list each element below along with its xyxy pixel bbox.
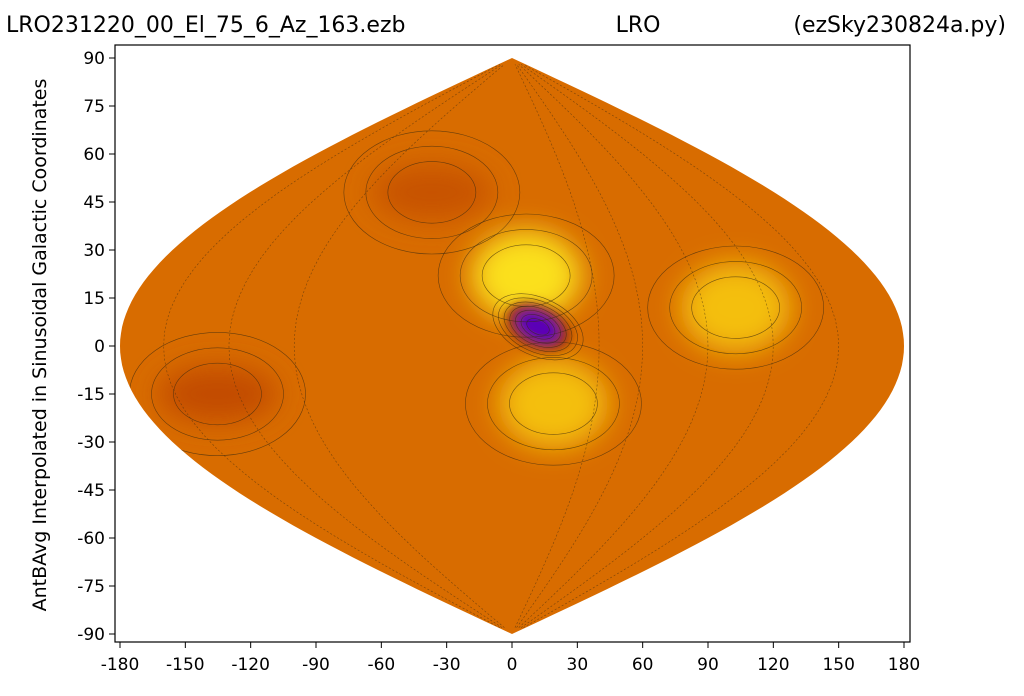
contour-meridian-2: [518, 64, 709, 628]
x-tick-label-3: 90: [697, 655, 719, 675]
contour-5-2: [151, 347, 284, 441]
contour-0-3: [515, 309, 561, 344]
y-tick-label-1: 75: [83, 97, 105, 117]
contour-meridian-6: [228, 64, 503, 628]
field-feature-5: [157, 366, 278, 422]
contour-meridian-4: [514, 64, 600, 628]
y-tick-label-8: -30: [77, 433, 105, 453]
y-tick-label-12: -90: [77, 625, 105, 645]
contour-0-7: [492, 293, 584, 361]
chart-title-center: LRO: [615, 13, 661, 38]
field-feature-2: [680, 262, 791, 353]
field-feature-1: [471, 230, 582, 321]
chart-title-left: LRO231220_00_El_75_6_Az_163.ezb: [6, 13, 406, 38]
contour-meridian-1: [520, 64, 774, 628]
contour-4-2: [365, 145, 499, 239]
y-tick-label-3: 45: [83, 193, 105, 213]
x-tick-label-6: 0: [507, 655, 518, 675]
x-tick-label-0: 180: [888, 655, 920, 675]
x-tick-label-9: -90: [302, 655, 330, 675]
contour-1-3: [437, 213, 615, 338]
x-tick-label-4: 60: [632, 655, 654, 675]
y-tick-label-0: 90: [83, 49, 105, 69]
contour-3-2: [487, 357, 620, 451]
field-feature-3: [498, 358, 609, 449]
contour-1-1: [481, 244, 571, 307]
y-tick-label-7: -15: [77, 385, 105, 405]
contour-0-6: [498, 297, 578, 357]
x-tick-label-5: 30: [567, 655, 589, 675]
x-tick-label-10: -120: [231, 655, 270, 675]
map-background: [120, 58, 904, 634]
y-tick-label-4: 30: [83, 241, 105, 261]
contour-meridian-3: [516, 64, 644, 628]
contour-3-3: [465, 341, 642, 466]
contour-2-3: [647, 245, 824, 370]
x-tick-label-11: -150: [166, 655, 205, 675]
contour-meridian-0: [523, 64, 840, 628]
y-axis: 90 75 60 45 30 15 0 -15 -30 -45 -60 -75 -90: [77, 49, 115, 645]
y-tick-label-10: -60: [77, 529, 105, 549]
contour-4-3: [343, 130, 521, 255]
contour-5-1: [173, 362, 262, 426]
contour-2-2: [669, 261, 802, 355]
heatmap-fill: [120, 58, 904, 634]
x-axis: 180 150 120 90 60 30 0 -30 -60 -90 -120 -150 -180: [101, 642, 920, 675]
contour-3-1: [509, 372, 598, 435]
contour-0-4: [509, 305, 567, 348]
contour-4-1: [387, 161, 477, 224]
chart-title-right: (ezSky230824a.py): [793, 13, 1006, 38]
contour-meridian-7: [163, 64, 500, 628]
contour-lines: [129, 64, 840, 628]
contour-1-2: [459, 229, 593, 323]
field-feature-4: [371, 164, 492, 221]
x-tick-label-2: 120: [757, 655, 789, 675]
y-tick-label-9: -45: [77, 481, 105, 501]
contour-2-1: [691, 276, 780, 339]
x-tick-label-1: 150: [822, 655, 854, 675]
x-tick-label-12: -180: [101, 655, 140, 675]
x-tick-label-7: -30: [433, 655, 461, 675]
contour-0-5: [503, 301, 573, 352]
y-tick-label-5: 15: [83, 289, 105, 309]
x-tick-label-8: -60: [367, 655, 395, 675]
field-blobs: [157, 164, 791, 449]
y-tick-label-6: 0: [94, 337, 105, 357]
contour-meridian-5: [293, 64, 505, 628]
y-tick-label-11: -75: [77, 577, 105, 597]
y-tick-label-2: 60: [83, 145, 105, 165]
